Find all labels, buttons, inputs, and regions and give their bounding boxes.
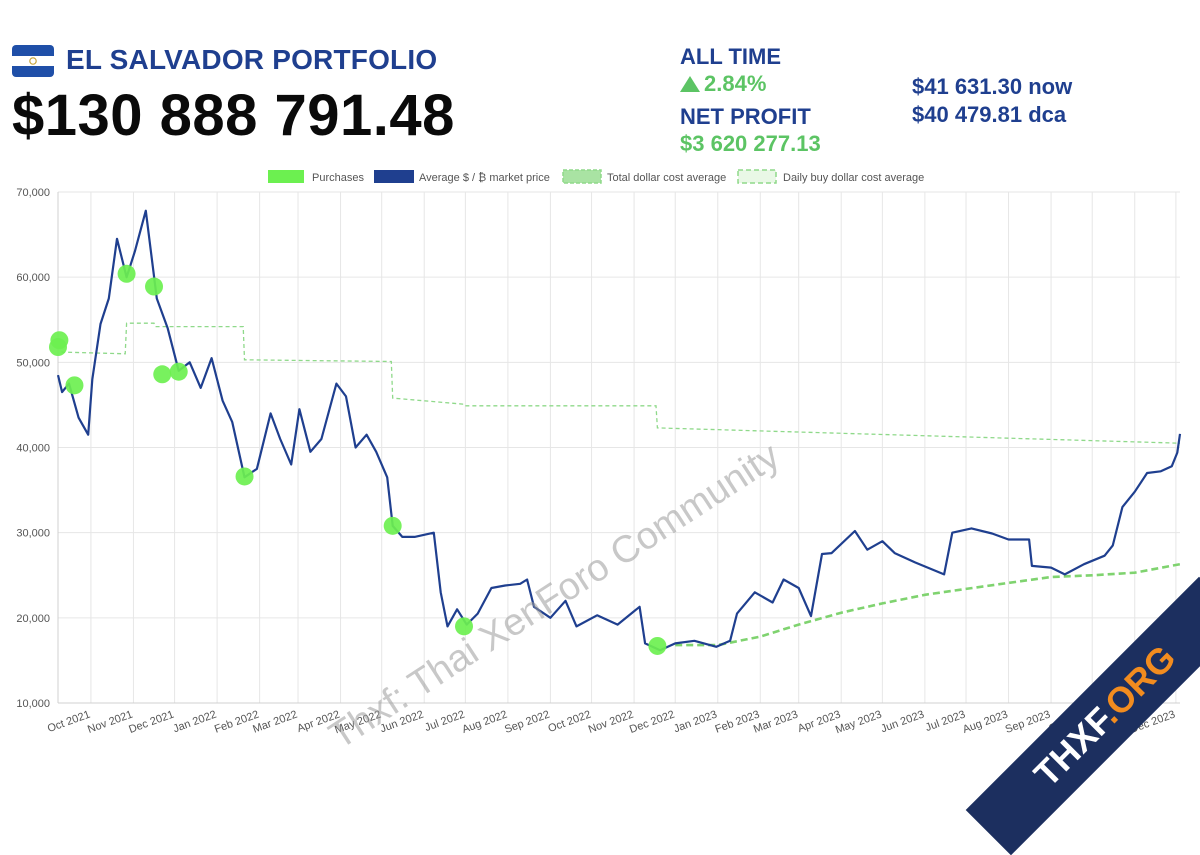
purchase-point	[383, 516, 402, 535]
purchase-point	[145, 277, 164, 296]
y-tick-label: 20,000	[16, 613, 50, 625]
legend-label-daily-dca: Daily buy dollar cost average	[783, 172, 924, 184]
legend-swatch-daily-dca	[737, 169, 777, 184]
el-salvador-flag-icon	[12, 45, 54, 77]
x-tick-label: Aug 2022	[461, 709, 509, 736]
x-tick-label: Oct 2022	[547, 709, 593, 736]
y-tick-label: 50,000	[16, 357, 50, 369]
legend-swatch-market-price	[374, 170, 414, 183]
y-axis-ticks: 10,000 20,000 30,000 40,000 50,000 60,000 70,0…	[16, 187, 50, 710]
x-tick-label: Oct 2021	[46, 709, 92, 736]
chart-grid	[57, 191, 1180, 704]
y-tick-label: 10,000	[16, 698, 50, 710]
series-daily-buy-dca-line	[58, 322, 1181, 444]
y-tick-label: 70,000	[16, 187, 50, 199]
x-tick-label: Nov 2022	[587, 709, 635, 736]
x-tick-label: Jul 2023	[924, 709, 967, 735]
price-dca: $40 479.81 dca	[912, 102, 1067, 127]
y-tick-label: 60,000	[16, 272, 50, 284]
x-tick-label: Mar 2022	[251, 709, 299, 736]
chart-series	[56, 209, 1182, 652]
x-tick-label: Nov 2021	[86, 709, 134, 736]
x-tick-label: Dec 2021	[127, 709, 175, 736]
y-tick-label: 30,000	[16, 528, 50, 540]
purchase-point	[65, 376, 84, 395]
x-tick-label: Mar 2023	[752, 709, 800, 736]
x-tick-label: Dec 2022	[628, 709, 676, 736]
x-tick-label: Aug 2023	[961, 709, 1009, 736]
series-market-price-line	[56, 209, 1182, 652]
chart-legend: Purchases Average $ / ₿ market price Tot…	[268, 169, 924, 184]
purchase-point	[455, 617, 474, 636]
x-tick-label: Sep 2022	[503, 709, 551, 736]
series-total-dca-line	[675, 562, 1181, 647]
purchase-point	[169, 362, 188, 381]
up-triangle-icon	[680, 76, 700, 92]
purchase-point	[117, 264, 136, 283]
legend-label-purchases: Purchases	[312, 172, 364, 184]
purchase-point	[153, 365, 172, 384]
all-time-label: ALL TIME	[680, 44, 782, 69]
legend-swatch-purchases	[268, 170, 304, 183]
all-time-change-value: 2.84%	[704, 71, 767, 96]
net-profit-value: $3 620 277.13	[680, 131, 821, 156]
x-tick-label: Jul 2022	[423, 709, 466, 735]
x-tick-label: Jan 2022	[171, 709, 218, 736]
net-profit-label: NET PROFIT	[680, 104, 811, 129]
x-tick-label: May 2023	[834, 709, 884, 737]
portfolio-chart: Purchases Average $ / ₿ market price Tot…	[16, 169, 1182, 758]
purchase-points	[49, 264, 667, 655]
all-time-change: 2.84%	[680, 71, 766, 97]
purchase-point	[648, 636, 667, 655]
legend-swatch-total-dca	[562, 169, 602, 184]
portfolio-total-value: $130 888 791.48	[12, 83, 455, 148]
y-tick-label: 40,000	[16, 443, 50, 455]
legend-label-total-dca: Total dollar cost average	[607, 172, 726, 184]
purchase-point	[50, 331, 69, 350]
portfolio-title: EL SALVADOR PORTFOLIO	[66, 44, 438, 75]
x-tick-label: Jan 2023	[672, 709, 719, 736]
purchase-point	[235, 467, 254, 486]
legend-label-market-price: Average $ / ₿ market price	[419, 172, 550, 184]
price-now: $41 631.30 now	[912, 74, 1073, 99]
x-tick-label: Jun 2023	[879, 709, 926, 736]
